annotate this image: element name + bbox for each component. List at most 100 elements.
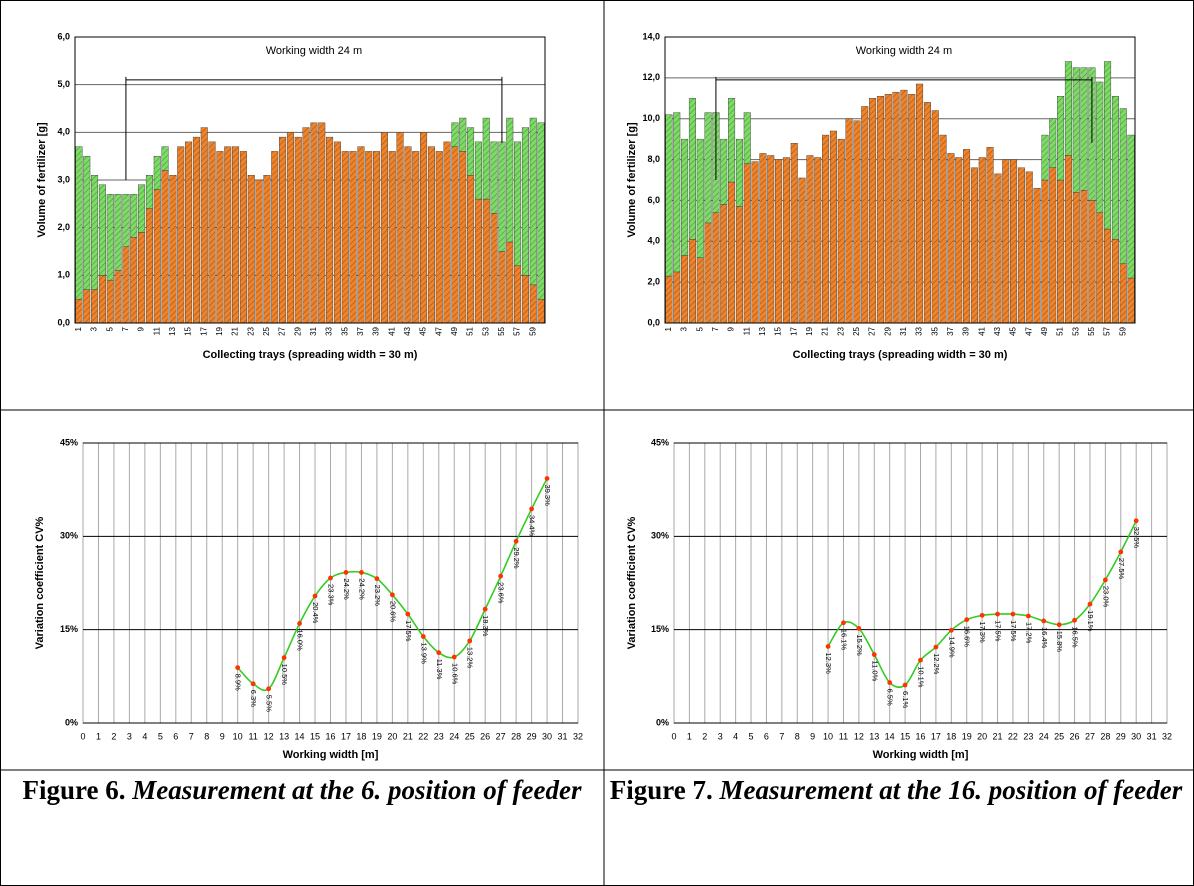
bar xyxy=(845,118,853,324)
bar xyxy=(83,155,91,290)
x-tick-label: 19 xyxy=(962,731,972,741)
bar xyxy=(923,102,931,324)
data-label: 13.2% xyxy=(466,647,475,669)
x-tick-label: 1 xyxy=(96,731,101,741)
bar xyxy=(688,239,696,324)
y-tick-label: 45% xyxy=(60,437,78,447)
bar xyxy=(884,93,892,324)
data-label: 13.9% xyxy=(419,643,428,665)
x-tick-label: 17 xyxy=(199,326,208,335)
data-label: 23.0% xyxy=(1101,586,1110,608)
x-tick-label: 45 xyxy=(419,326,428,335)
bar xyxy=(326,136,334,324)
x-tick-label: 7 xyxy=(779,731,784,741)
y-tick-label: 6,0 xyxy=(57,31,70,41)
x-tick-label: 29 xyxy=(527,731,537,741)
x-tick-label: 53 xyxy=(1071,326,1080,335)
bar xyxy=(145,175,153,209)
marker xyxy=(1010,611,1016,617)
bar xyxy=(310,122,318,324)
bar xyxy=(955,157,963,324)
bar xyxy=(735,206,743,324)
bar xyxy=(931,110,939,324)
x-tick-label: 0 xyxy=(80,731,85,741)
bar xyxy=(916,83,924,324)
bar xyxy=(396,132,404,324)
bar xyxy=(1119,108,1127,264)
data-label: 15.8% xyxy=(1055,631,1064,653)
marker xyxy=(281,655,287,661)
bar xyxy=(216,151,224,324)
marker xyxy=(544,476,550,481)
x-tick-label: 3 xyxy=(680,326,689,331)
marker xyxy=(529,506,534,512)
data-label: 16.5% xyxy=(1071,626,1080,648)
bar xyxy=(1064,155,1072,324)
x-tick-label: 10 xyxy=(823,731,833,741)
y-tick-label: 6,0 xyxy=(647,195,660,205)
marker xyxy=(389,592,395,598)
data-label: 34.4% xyxy=(528,515,537,537)
bar xyxy=(529,117,537,286)
x-tick-label: 13 xyxy=(168,326,177,335)
y-tick-label: 1,0 xyxy=(57,270,70,280)
x-axis-title: Working width [m] xyxy=(283,749,379,761)
bar xyxy=(1096,212,1104,324)
bar xyxy=(490,141,498,214)
x-tick-label: 16 xyxy=(915,731,925,741)
bar xyxy=(970,167,978,324)
data-label: 6.1% xyxy=(901,691,910,708)
x-tick-label: 5 xyxy=(749,731,754,741)
bar xyxy=(404,146,412,324)
x-tick-label: 18 xyxy=(946,731,956,741)
data-label: 27.5% xyxy=(1117,558,1126,580)
x-tick-label: 17 xyxy=(789,326,798,335)
data-label: 24.2% xyxy=(357,578,366,600)
bar xyxy=(720,204,728,324)
bar xyxy=(1049,167,1057,324)
bar xyxy=(130,194,138,238)
bar xyxy=(1017,167,1025,324)
x-tick-label: 39 xyxy=(962,326,971,335)
y-tick-label: 4,0 xyxy=(57,127,70,137)
marker xyxy=(856,626,862,631)
x-tick-label: 11 xyxy=(152,326,161,335)
x-tick-label: 23 xyxy=(246,326,255,335)
x-tick-label: 51 xyxy=(466,326,475,335)
bar xyxy=(506,117,514,243)
bar xyxy=(1041,179,1049,324)
bar xyxy=(380,132,388,324)
x-tick-label: 7 xyxy=(711,326,720,331)
x-tick-label: 20 xyxy=(387,731,397,741)
y-tick-label: 0% xyxy=(65,717,78,727)
marker xyxy=(343,570,349,575)
bar xyxy=(130,236,138,324)
plot-area xyxy=(664,36,1136,324)
x-tick-label: 15 xyxy=(774,326,783,335)
bar xyxy=(1057,179,1065,324)
x-tick-label: 2 xyxy=(702,731,707,741)
data-label: 5.5% xyxy=(265,695,274,712)
bar xyxy=(908,93,916,324)
bar xyxy=(696,257,704,324)
marker xyxy=(902,682,908,688)
bar xyxy=(1119,263,1127,324)
data-label: 39.3% xyxy=(543,484,552,506)
bar xyxy=(986,147,994,324)
x-axis-title: Collecting trays (spreading width = 30 m… xyxy=(793,349,1008,361)
marker xyxy=(312,593,318,599)
y-tick-label: 45% xyxy=(651,437,669,447)
y-tick-label: 4,0 xyxy=(647,236,660,246)
bar xyxy=(232,146,240,324)
bar xyxy=(775,159,783,324)
x-tick-label: 22 xyxy=(418,731,428,741)
bar xyxy=(341,151,349,324)
bar xyxy=(537,122,545,300)
x-tick-label: 43 xyxy=(993,326,1002,335)
bar xyxy=(1010,159,1018,324)
x-tick-label: 9 xyxy=(810,731,815,741)
data-label: 20.6% xyxy=(388,601,397,623)
x-tick-label: 16 xyxy=(325,731,335,741)
data-label: 12.3% xyxy=(824,652,833,674)
x-tick-label: 0 xyxy=(671,731,676,741)
